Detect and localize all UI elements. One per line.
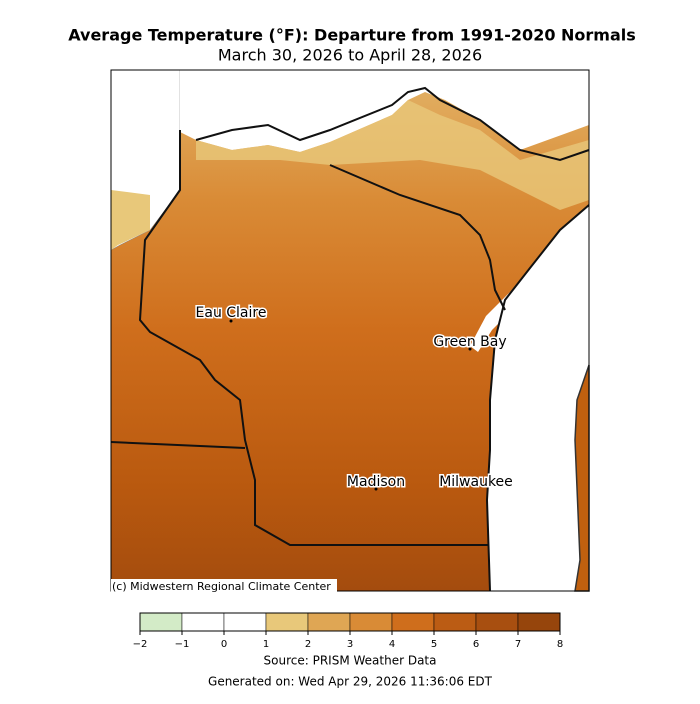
colorbar-tick-label: 6 [473, 639, 479, 650]
title: Average Temperature (°F): Departure from… [68, 26, 636, 45]
borders [110, 86, 590, 592]
colorbar-segment [475, 612, 519, 632]
shoreline [195, 86, 590, 162]
state-border [110, 441, 246, 449]
colorbar-tick-label: 3 [347, 639, 353, 650]
colorbar: −2 −1 0 1 2 3 4 5 6 7 8 [133, 612, 563, 650]
colorbar-segment [433, 612, 477, 632]
map-frame [110, 69, 590, 592]
colorbar-segment [181, 612, 225, 632]
colorbar-tick-label: 7 [515, 639, 521, 650]
shoreline [485, 204, 590, 592]
city-dot [468, 347, 472, 351]
city-label: Madison [347, 474, 405, 490]
credit: (c) Midwestern Regional Climate Center [112, 580, 331, 593]
city-label: Eau Claire [196, 305, 267, 321]
subtitle: March 30, 2026 to April 28, 2026 [218, 46, 482, 65]
colorbar-tick-label: −2 [133, 639, 148, 650]
city-dot [229, 319, 233, 323]
map: Eau Claire Green Bay Madison Milwaukee (… [110, 69, 590, 593]
state-border [329, 164, 506, 311]
colorbar-segment [349, 612, 393, 632]
city-label: Green Bay [433, 334, 506, 350]
colorbar-segment [265, 612, 309, 632]
colorbar-segment [139, 612, 183, 632]
generated: Generated on: Wed Apr 29, 2026 11:36:06 … [208, 675, 493, 689]
colorbar-tick-label: 2 [305, 639, 311, 650]
colorbar-tick-label: 8 [557, 639, 563, 650]
colorbar-segment [517, 612, 561, 632]
credit-box [111, 579, 337, 593]
colorbar-tick-label: 5 [431, 639, 437, 650]
source: Source: PRISM Weather Data [264, 654, 437, 668]
city-dot [374, 487, 378, 491]
colorbar-segment [391, 612, 435, 632]
light-area [111, 190, 150, 250]
city-label: Milwaukee [439, 474, 513, 490]
colorbar-tick-label: −1 [175, 639, 190, 650]
colorbar-tick-label: 1 [263, 639, 269, 650]
colorbar-tick-label: 0 [221, 639, 227, 650]
colorbar-segment [223, 612, 267, 632]
colorbar-segment [307, 612, 351, 632]
green-bay-water [470, 262, 548, 352]
state-border [138, 130, 488, 546]
north-band [196, 100, 589, 210]
colorbar-tick-label: 4 [389, 639, 395, 650]
